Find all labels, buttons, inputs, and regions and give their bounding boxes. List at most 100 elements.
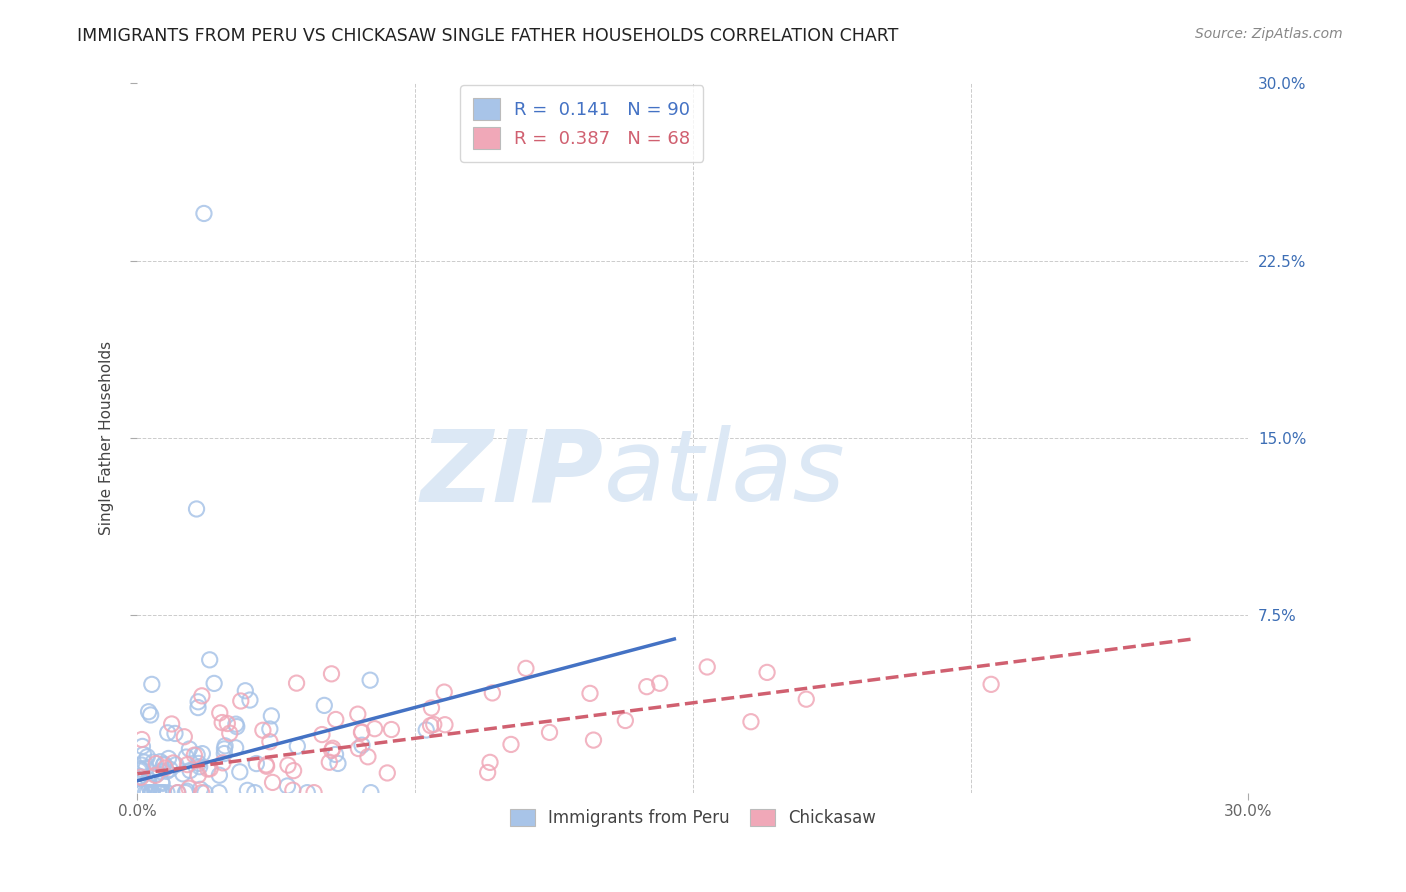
Point xyxy=(128,764,150,778)
Point xyxy=(214,747,236,761)
Point xyxy=(233,683,256,698)
Point xyxy=(363,722,385,736)
Point xyxy=(636,680,658,694)
Point xyxy=(177,781,200,796)
Point xyxy=(794,692,817,706)
Point xyxy=(477,765,499,780)
Point xyxy=(236,783,259,797)
Point xyxy=(325,713,347,727)
Point xyxy=(756,665,779,680)
Point xyxy=(350,738,373,752)
Point xyxy=(131,732,153,747)
Point xyxy=(321,743,343,757)
Point xyxy=(187,700,209,714)
Point xyxy=(156,726,179,740)
Point xyxy=(202,676,225,690)
Point xyxy=(214,742,236,756)
Point xyxy=(150,786,173,800)
Point xyxy=(229,694,252,708)
Point xyxy=(138,705,160,719)
Point xyxy=(281,783,304,797)
Point xyxy=(208,768,231,782)
Point xyxy=(239,693,262,707)
Point xyxy=(245,756,267,771)
Point xyxy=(146,767,169,781)
Point xyxy=(165,757,187,772)
Point xyxy=(129,786,152,800)
Point xyxy=(141,786,163,800)
Point xyxy=(252,723,274,738)
Point xyxy=(166,786,188,800)
Point xyxy=(149,755,172,769)
Point xyxy=(188,760,211,774)
Point xyxy=(648,676,671,690)
Point xyxy=(208,706,231,720)
Point xyxy=(148,786,170,800)
Point xyxy=(579,686,602,700)
Point xyxy=(139,708,162,723)
Point xyxy=(174,750,197,764)
Point xyxy=(145,756,167,771)
Point xyxy=(145,768,167,782)
Point xyxy=(173,730,195,744)
Point xyxy=(283,764,305,778)
Point xyxy=(277,758,299,772)
Point xyxy=(156,764,179,779)
Point xyxy=(187,768,209,782)
Point xyxy=(198,653,221,667)
Point xyxy=(187,695,209,709)
Point xyxy=(128,786,150,800)
Point xyxy=(285,676,308,690)
Point xyxy=(186,747,208,762)
Point xyxy=(302,786,325,800)
Point xyxy=(150,775,173,789)
Point xyxy=(740,714,762,729)
Point xyxy=(214,739,236,753)
Point xyxy=(134,755,156,769)
Point xyxy=(131,758,153,772)
Text: atlas: atlas xyxy=(605,425,845,522)
Point xyxy=(360,786,382,800)
Point xyxy=(150,786,173,800)
Point xyxy=(375,766,398,780)
Point xyxy=(208,786,231,800)
Point xyxy=(538,725,561,739)
Point xyxy=(318,756,340,770)
Point xyxy=(420,701,443,715)
Point xyxy=(141,677,163,691)
Point xyxy=(325,747,347,762)
Point xyxy=(980,677,1002,691)
Point xyxy=(350,725,373,739)
Point xyxy=(479,756,502,770)
Point xyxy=(141,786,163,800)
Point xyxy=(172,767,194,781)
Point xyxy=(499,738,522,752)
Point xyxy=(359,673,381,688)
Point xyxy=(134,786,156,800)
Point xyxy=(176,784,198,798)
Point xyxy=(256,759,278,773)
Point xyxy=(163,726,186,740)
Point xyxy=(156,786,179,800)
Point xyxy=(150,776,173,790)
Point xyxy=(179,764,201,778)
Point xyxy=(276,779,298,793)
Point xyxy=(433,685,456,699)
Point xyxy=(148,786,170,800)
Point xyxy=(183,748,205,763)
Point xyxy=(136,749,159,764)
Point xyxy=(162,756,184,770)
Point xyxy=(153,757,176,772)
Point xyxy=(217,716,239,731)
Point xyxy=(415,723,437,737)
Y-axis label: Single Father Households: Single Father Households xyxy=(100,341,114,535)
Point xyxy=(380,723,402,737)
Point xyxy=(191,747,214,761)
Point xyxy=(190,786,212,800)
Point xyxy=(129,786,152,800)
Point xyxy=(218,726,240,740)
Point xyxy=(259,722,281,736)
Point xyxy=(139,786,162,800)
Point xyxy=(159,762,181,776)
Point xyxy=(225,717,247,731)
